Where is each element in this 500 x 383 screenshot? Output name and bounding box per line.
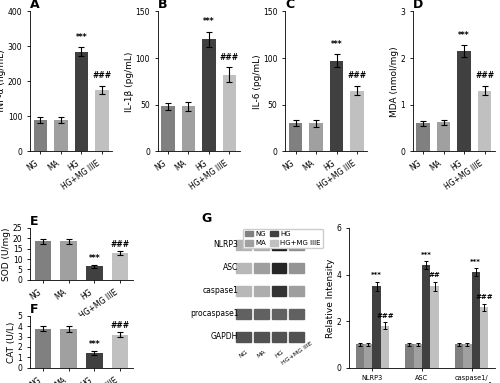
Text: ###: ### (110, 321, 130, 330)
Text: ***: *** (76, 33, 87, 42)
Text: MA: MA (256, 349, 266, 358)
Bar (290, 332, 304, 342)
Text: ***: *** (458, 31, 470, 40)
Bar (272, 239, 286, 250)
Bar (422, 265, 430, 368)
Text: ***: *** (470, 259, 481, 265)
Bar (437, 122, 450, 151)
Bar (416, 123, 430, 151)
Text: ###: ### (348, 71, 366, 80)
Bar (202, 39, 215, 151)
Bar (236, 332, 251, 342)
Bar (463, 344, 471, 368)
Text: ###: ### (475, 71, 494, 80)
Bar (86, 353, 102, 368)
Legend: NG, MA, HG, HG+MG IIIE: NG, MA, HG, HG+MG IIIE (243, 229, 322, 249)
Text: A: A (30, 0, 40, 11)
Text: ###: ### (476, 294, 493, 300)
Text: procaspase1: procaspase1 (190, 309, 238, 318)
Text: B: B (158, 0, 167, 11)
Text: ***: *** (88, 254, 100, 263)
Text: ***: *** (330, 40, 342, 49)
Text: HG: HG (274, 349, 284, 358)
Text: NLRP3: NLRP3 (214, 240, 238, 249)
Bar (182, 106, 195, 151)
Y-axis label: CAT (U/L): CAT (U/L) (7, 321, 16, 362)
Bar (272, 309, 286, 319)
Bar (60, 241, 77, 280)
Bar (74, 52, 88, 151)
Bar (478, 91, 492, 151)
Bar (236, 239, 251, 250)
Bar (330, 61, 343, 151)
Bar (290, 263, 304, 273)
Y-axis label: IL-1β (pg/mL): IL-1β (pg/mL) (125, 51, 134, 111)
Bar (112, 253, 128, 280)
Bar (254, 263, 268, 273)
Bar (381, 326, 390, 368)
Bar (290, 286, 304, 296)
Text: D: D (412, 0, 423, 11)
Text: ASC: ASC (223, 263, 238, 272)
Bar (272, 332, 286, 342)
Bar (162, 106, 174, 151)
Bar (350, 91, 364, 151)
Text: NG: NG (238, 349, 249, 358)
Bar (272, 263, 286, 273)
Bar (310, 123, 322, 151)
Bar (364, 344, 372, 368)
Bar (405, 344, 413, 368)
Bar (34, 120, 47, 151)
Bar (95, 90, 108, 151)
Text: ###: ### (220, 53, 239, 62)
Bar (254, 239, 268, 250)
Bar (254, 286, 268, 296)
Y-axis label: IL-6 (pg/mL): IL-6 (pg/mL) (252, 54, 262, 109)
Bar (60, 329, 77, 368)
Text: ***: *** (203, 17, 215, 26)
Bar (86, 266, 102, 280)
Y-axis label: MDA (nmol/mg): MDA (nmol/mg) (390, 46, 399, 117)
Bar (414, 344, 422, 368)
Bar (54, 120, 68, 151)
Text: ***: *** (88, 340, 100, 349)
Y-axis label: TNF-α (ng/mL): TNF-α (ng/mL) (0, 49, 6, 114)
Bar (289, 123, 302, 151)
Bar (372, 286, 381, 368)
Bar (34, 241, 51, 280)
Text: ###: ### (110, 240, 130, 249)
Y-axis label: Relative Intensity: Relative Intensity (326, 258, 335, 337)
Text: F: F (30, 303, 38, 316)
Text: caspase1: caspase1 (202, 286, 238, 295)
Bar (454, 344, 463, 368)
Text: ###: ### (92, 71, 112, 80)
Text: ***: *** (371, 272, 382, 278)
Bar (290, 309, 304, 319)
Bar (480, 307, 488, 368)
Bar (112, 335, 128, 368)
Bar (472, 272, 480, 368)
Bar (458, 51, 471, 151)
Y-axis label: SOD (U/mg): SOD (U/mg) (2, 227, 12, 281)
Bar (430, 286, 439, 368)
Text: E: E (30, 215, 38, 228)
Text: ###: ### (376, 313, 394, 319)
Text: ##: ## (428, 272, 440, 278)
Bar (356, 344, 364, 368)
Bar (34, 329, 51, 368)
Text: GAPDH: GAPDH (211, 332, 238, 342)
Bar (254, 309, 268, 319)
Text: HG+MG IIIE: HG+MG IIIE (280, 341, 313, 366)
Bar (236, 286, 251, 296)
Bar (236, 309, 251, 319)
Text: G: G (202, 212, 212, 225)
Text: ***: *** (420, 252, 432, 257)
Bar (254, 332, 268, 342)
Text: C: C (285, 0, 294, 11)
Bar (236, 263, 251, 273)
Bar (290, 239, 304, 250)
Bar (223, 75, 236, 151)
Bar (272, 286, 286, 296)
